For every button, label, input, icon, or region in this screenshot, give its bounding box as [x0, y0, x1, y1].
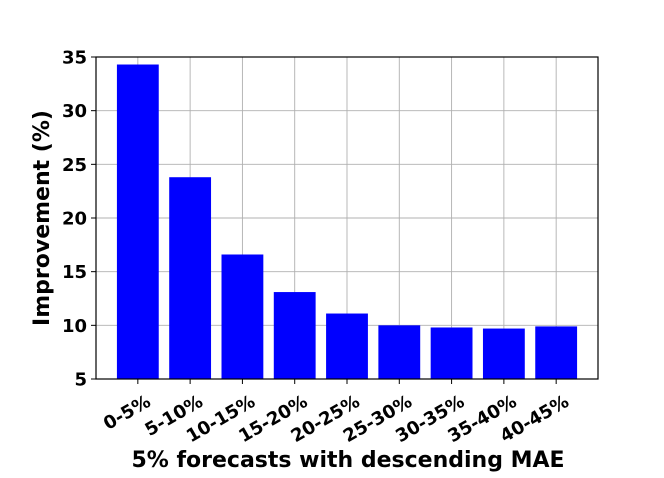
bar — [116, 64, 159, 379]
bar — [430, 327, 473, 379]
bar — [221, 254, 264, 379]
y-tick-label: 25 — [62, 155, 87, 176]
x-axis-ticks: 0-5%5-10%10-15%15-20%20-25%25-30%30-35%3… — [100, 379, 573, 447]
y-tick-label: 5 — [74, 370, 87, 391]
bars-layer — [116, 64, 578, 379]
bar — [273, 292, 316, 379]
y-tick-label: 15 — [62, 262, 87, 283]
y-tick-label: 35 — [62, 48, 87, 69]
bar — [378, 325, 421, 379]
y-axis-label: Improvement (%) — [30, 110, 55, 326]
bar — [482, 328, 525, 379]
y-tick-label: 20 — [62, 209, 87, 230]
bar — [535, 326, 578, 379]
bar — [326, 313, 368, 379]
y-axis-ticks: 5 10 15 20 25 30 35 — [62, 48, 96, 391]
y-tick-label: 10 — [62, 316, 87, 337]
x-axis-label: 5% forecasts with descending MAE — [131, 448, 564, 473]
y-tick-label: 30 — [62, 101, 87, 122]
bar — [169, 177, 212, 379]
